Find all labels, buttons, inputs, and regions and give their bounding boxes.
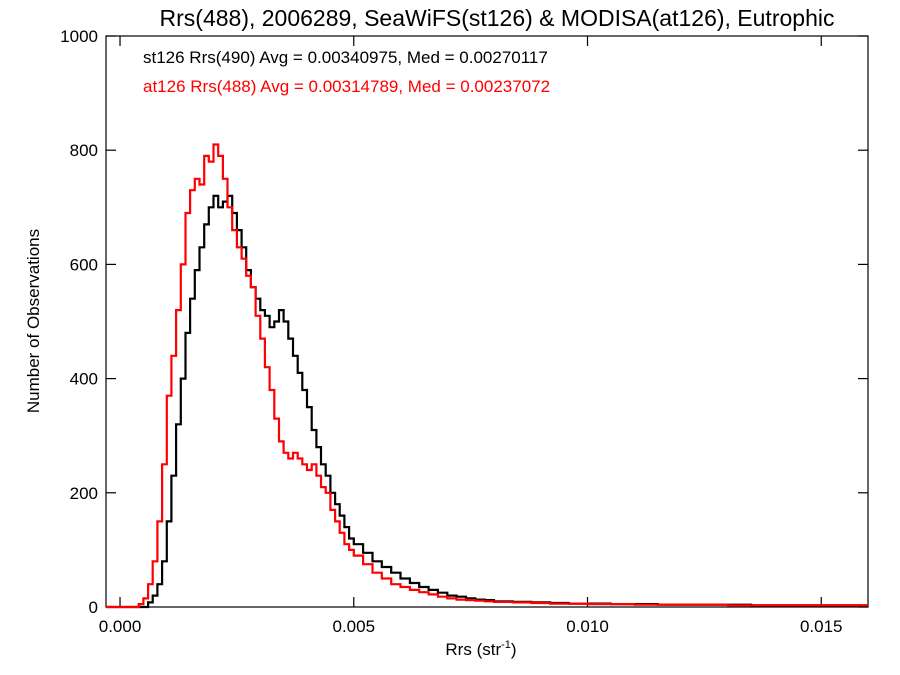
y-tick-label: 0 bbox=[89, 598, 98, 617]
x-tick-label: 0.000 bbox=[99, 617, 142, 636]
y-axis-label: Number of Observations bbox=[24, 229, 43, 413]
x-axis-label-end: ) bbox=[511, 640, 517, 659]
x-tick-label: 0.010 bbox=[566, 617, 609, 636]
legend-entry-st126: st126 Rrs(490) Avg = 0.00340975, Med = 0… bbox=[143, 48, 548, 67]
y-tick-label: 200 bbox=[70, 484, 98, 503]
x-axis-label-base: Rrs (str bbox=[445, 640, 501, 659]
y-tick-label: 600 bbox=[70, 255, 98, 274]
x-axis-label: Rrs (str-1) bbox=[445, 639, 516, 659]
legend: st126 Rrs(490) Avg = 0.00340975, Med = 0… bbox=[143, 48, 550, 96]
chart-title: Rrs(488), 2006289, SeaWiFS(st126) & MODI… bbox=[160, 5, 835, 31]
y-tick-label: 800 bbox=[70, 141, 98, 160]
plot-frame bbox=[105, 35, 869, 608]
series-group bbox=[106, 143, 868, 609]
series-line-at126 bbox=[106, 143, 868, 609]
x-tick-label: 0.005 bbox=[332, 617, 375, 636]
y-tick-label: 400 bbox=[70, 370, 98, 389]
y-tick-label: 1000 bbox=[60, 27, 98, 46]
x-axis-label-superscript: -1 bbox=[501, 639, 511, 651]
legend-entry-at126: at126 Rrs(488) Avg = 0.00314789, Med = 0… bbox=[143, 77, 550, 96]
x-tick-label: 0.015 bbox=[800, 617, 843, 636]
